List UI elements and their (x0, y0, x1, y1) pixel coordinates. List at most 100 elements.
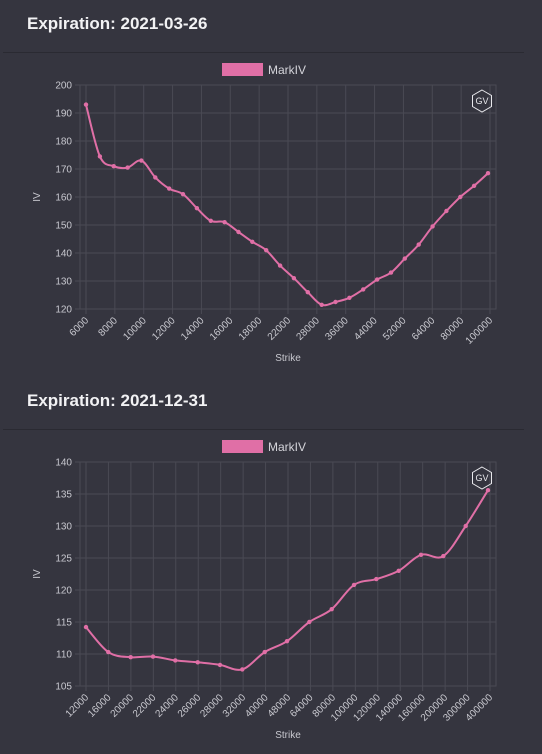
data-point (284, 639, 290, 644)
y-tick-label: 170 (55, 165, 72, 176)
data-point (374, 277, 380, 282)
data-point (262, 649, 267, 655)
y-tick-label: 160 (55, 193, 72, 204)
data-point (208, 218, 213, 223)
x-axis-title: Strike (275, 730, 301, 741)
data-point (217, 662, 223, 668)
y-tick-label: 150 (55, 221, 72, 232)
legend-swatch (222, 440, 263, 453)
divider (3, 429, 524, 430)
x-tick-label: 16000 (208, 315, 236, 343)
x-tick-label: 14000 (179, 315, 207, 343)
x-tick-label: 64000 (288, 692, 316, 720)
legend-swatch (222, 63, 263, 76)
data-point (180, 192, 186, 197)
divider (3, 52, 524, 53)
x-tick-label: 80000 (439, 315, 467, 343)
data-point (402, 256, 407, 261)
legend-label: MarkIV (268, 440, 306, 454)
x-tick-label: 12000 (150, 315, 178, 343)
y-tick-label: 140 (55, 249, 72, 260)
data-point (351, 582, 357, 588)
iv-line-chart: 1051101151201251301351401200016000200002… (32, 440, 497, 741)
data-point (83, 102, 89, 107)
x-axis-title: Strike (275, 353, 301, 364)
data-point (128, 655, 133, 660)
data-point (250, 239, 255, 244)
data-point (222, 220, 227, 225)
data-point (111, 164, 116, 169)
data-point (361, 287, 366, 292)
x-tick-label: 26000 (176, 692, 204, 720)
y-tick-label: 190 (55, 109, 72, 120)
data-point (307, 619, 312, 625)
data-point (458, 194, 463, 200)
data-point (264, 248, 269, 253)
x-tick-label: 12000 (64, 692, 92, 720)
chart-panel-2: Expiration: 2021-12-31 105 110 115 120 125 13… (0, 377, 542, 754)
data-point (388, 270, 394, 275)
y-tick-label: 110 (56, 650, 72, 661)
data-point (106, 649, 111, 655)
data-point (418, 552, 424, 557)
data-point (139, 158, 144, 163)
x-tick-label: 44000 (352, 315, 380, 343)
data-point (167, 186, 172, 191)
x-tick-label: 32000 (221, 692, 249, 720)
data-point (305, 290, 310, 295)
x-tick-label: 28000 (295, 315, 323, 343)
x-tick-label: 24000 (153, 692, 181, 720)
x-tick-label: 36000 (323, 315, 351, 343)
x-tick-label: 22000 (131, 692, 159, 720)
series-line-markiv (85, 104, 489, 307)
data-point (416, 242, 421, 247)
y-tick-label: 105 (55, 682, 72, 693)
y-tick-label: 125 (55, 554, 72, 565)
data-point (430, 224, 435, 229)
y-tick-label: 130 (55, 522, 72, 533)
data-point (471, 183, 477, 188)
data-point (125, 165, 130, 170)
x-tick-label: 10000 (121, 315, 149, 343)
x-tick-label: 22000 (266, 315, 294, 343)
data-point (441, 553, 446, 559)
y-axis-title: IV (32, 192, 43, 202)
data-point (374, 576, 379, 582)
data-point (153, 175, 158, 180)
x-tick-label: 18000 (237, 315, 265, 343)
data-point (333, 299, 338, 305)
data-point (396, 568, 401, 573)
y-tick-label: 180 (55, 137, 72, 148)
y-tick-label: 130 (55, 277, 72, 288)
y-tick-label: 135 (55, 490, 72, 501)
x-tick-label: 40000 (243, 692, 271, 720)
x-tick-label: 8000 (96, 315, 120, 339)
data-point (83, 624, 89, 630)
x-tick-label: 52000 (381, 315, 409, 343)
y-tick-label: 115 (56, 618, 72, 629)
watermark-text: GV (475, 473, 488, 483)
expiration-title: Expiration: 2021-03-26 (27, 14, 208, 33)
x-tick-label: 48000 (266, 692, 294, 720)
x-tick-label: 6000 (68, 315, 92, 339)
data-point (329, 607, 334, 612)
x-tick-label: 28000 (198, 692, 226, 720)
watermark-text: GV (475, 96, 488, 106)
data-point (236, 229, 241, 235)
data-point (150, 654, 156, 659)
x-tick-label: 16000 (86, 692, 114, 720)
data-point (347, 295, 352, 300)
data-point (485, 488, 491, 493)
data-point (194, 206, 200, 211)
data-point (195, 660, 200, 665)
data-point (240, 667, 245, 672)
data-point (277, 263, 283, 268)
data-point (173, 658, 178, 663)
gv-hexagon-icon (472, 89, 492, 113)
y-axis-title: IV (32, 569, 43, 579)
data-point (463, 523, 468, 529)
legend-label: MarkIV (268, 63, 306, 77)
x-tick-label: 64000 (410, 315, 438, 343)
x-tick-label: 20000 (109, 692, 137, 720)
